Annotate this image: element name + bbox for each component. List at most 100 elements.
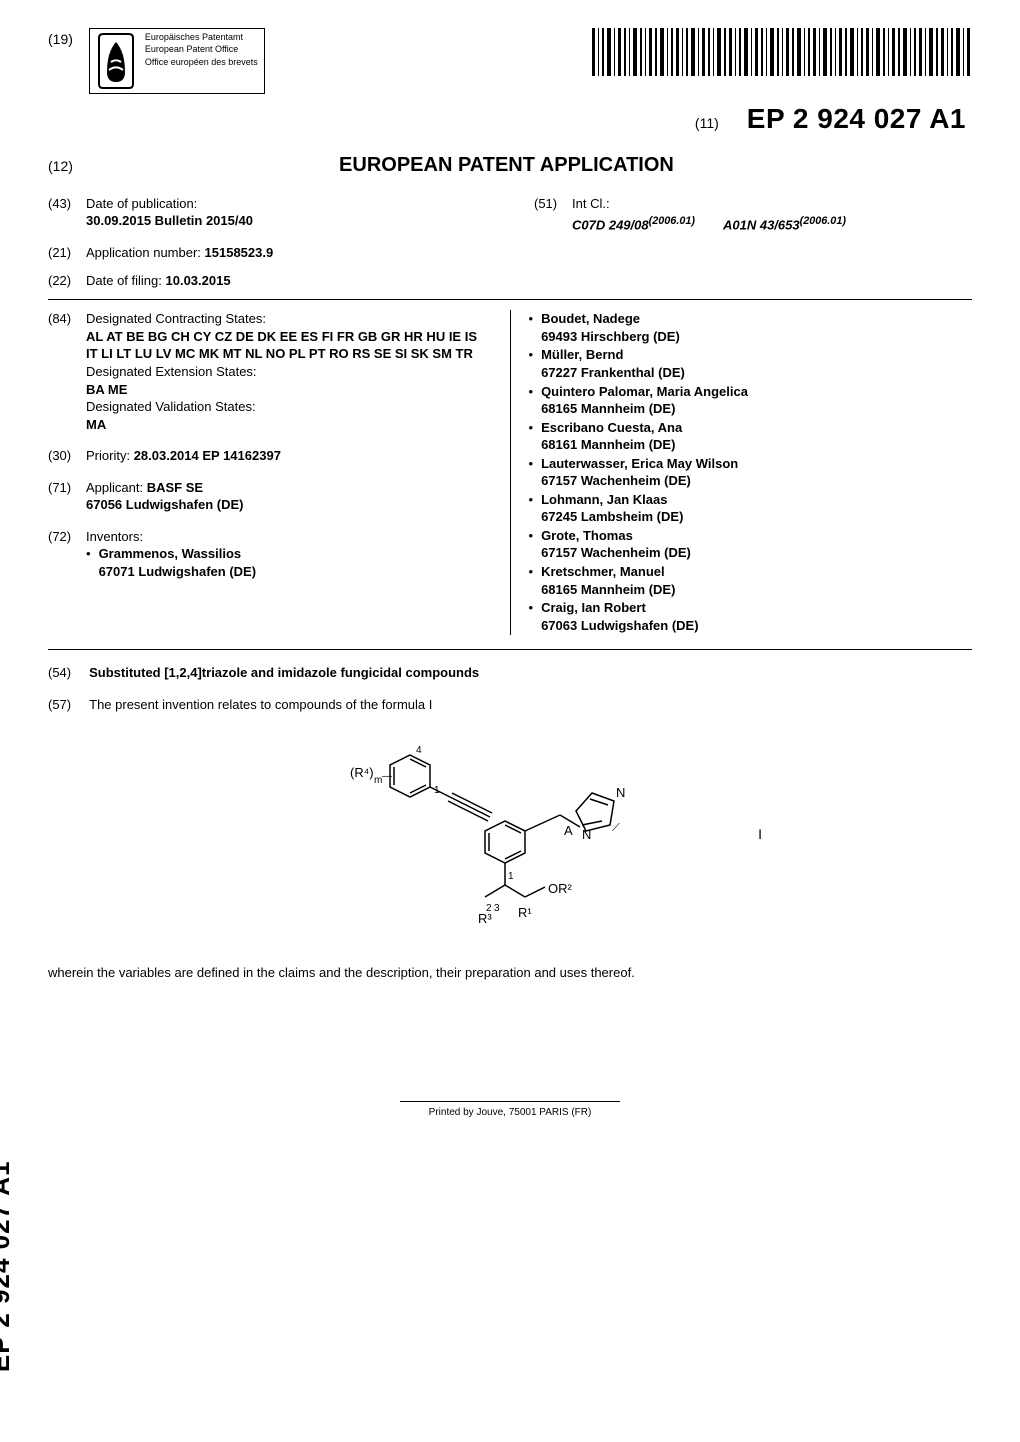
filing-value: 10.03.2015 — [166, 273, 231, 288]
atom-pos4: 4 — [416, 745, 422, 756]
inventor-name: Boudet, Nadege — [541, 310, 680, 328]
inventor-addr: 67157 Wachenheim (DE) — [541, 544, 691, 562]
inventor-name: Craig, Ian Robert — [541, 599, 698, 617]
dvs-label: Designated Validation States: — [86, 398, 492, 416]
app-num-label: Application number: — [86, 245, 201, 260]
inid-19: (19) — [48, 28, 73, 49]
atom-R1: R¹ — [518, 905, 532, 920]
ipc-code-0: C07D 249/08 — [572, 218, 649, 233]
rule-top — [48, 299, 972, 300]
filing-label: Date of filing: — [86, 273, 162, 288]
svg-text:⟋: ⟋ — [612, 822, 620, 834]
inventor-addr: 68165 Mannheim (DE) — [541, 400, 748, 418]
footer-rule — [400, 1101, 620, 1102]
inid-71: (71) — [48, 479, 80, 497]
atom-R4m: (R⁴) — [350, 765, 374, 780]
inventor-addr: 67157 Wachenheim (DE) — [541, 472, 738, 490]
inventor-item: Grammenos, Wassilios 67071 Ludwigshafen … — [86, 545, 256, 580]
inid-22: (22) — [48, 272, 80, 290]
applicant-name: BASF SE — [147, 480, 203, 495]
inid-12: (12) — [48, 157, 73, 176]
footer-printer: Printed by Jouve, 75001 PARIS (FR) — [48, 1106, 972, 1120]
abstract-text: The present invention relates to compoun… — [89, 696, 432, 714]
inventor-item: Craig, Ian Robert67063 Ludwigshafen (DE) — [529, 599, 973, 634]
inid-54: (54) — [48, 664, 71, 682]
dcs-label: Designated Contracting States: — [86, 310, 492, 328]
atom-pos1a: 1 — [434, 785, 440, 796]
publication-number: EP 2 924 027 A1 — [747, 100, 966, 138]
inventors-right-list: Boudet, Nadege69493 Hirschberg (DE) Müll… — [529, 310, 973, 634]
barcode-wrap — [592, 28, 972, 81]
meta-43-51: (43) Date of publication: 30.09.2015 Bul… — [48, 195, 972, 234]
epo-logo-block: Europäisches Patentamt European Patent O… — [89, 28, 265, 94]
des-label: Designated Extension States: — [86, 363, 492, 381]
atom-N1: N — [582, 827, 591, 842]
formula-label: I — [758, 825, 762, 844]
des-states: BA ME — [86, 381, 492, 399]
inventor-name: Grote, Thomas — [541, 527, 691, 545]
inventor-addr: 68161 Mannheim (DE) — [541, 436, 682, 454]
filing-date-block: (22) Date of filing: 10.03.2015 — [48, 272, 972, 290]
inventors-label: Inventors: — [86, 528, 256, 546]
application-number-block: (21) Application number: 15158523.9 — [48, 244, 972, 262]
inid-57: (57) — [48, 696, 71, 714]
atom-R3: R³ — [478, 911, 492, 926]
invention-title: Substituted [1,2,4]triazole and imidazol… — [89, 664, 479, 682]
applicant-addr: 67056 Ludwigshafen (DE) — [86, 497, 243, 512]
spine-publication-number: EP 2 924 027 A1 — [0, 1160, 18, 1372]
inventor-item: Kretschmer, Manuel68165 Mannheim (DE) — [529, 563, 973, 598]
ipc-ver-1: (2006.01) — [800, 215, 846, 227]
formula-wrap: (R⁴) m — 4 1 1 2 3 R³ R¹ OR² A N N ⟋ I — [48, 735, 972, 940]
inventor-addr: 69493 Hirschberg (DE) — [541, 328, 680, 346]
app-num-value: 15158523.9 — [205, 245, 274, 260]
inventor-addr: 67245 Lambsheim (DE) — [541, 508, 683, 526]
office-de: Europäisches Patentamt — [145, 32, 258, 42]
ipc-code-1: A01N 43/653 — [723, 218, 800, 233]
intcl-codes: C07D 249/08(2006.01) A01N 43/653(2006.01… — [572, 214, 846, 234]
inventor-addr: 68165 Mannheim (DE) — [541, 581, 675, 599]
inventor-name: Müller, Bernd — [541, 346, 685, 364]
inventor-addr: 67071 Ludwigshafen (DE) — [99, 563, 256, 581]
inid-72: (72) — [48, 528, 80, 546]
inid-30: (30) — [48, 447, 80, 465]
inid-84: (84) — [48, 310, 80, 328]
biblio-left: (84) Designated Contracting States: AL A… — [48, 310, 510, 635]
inventor-item: Boudet, Nadege69493 Hirschberg (DE) — [529, 310, 973, 345]
svg-text:—: — — [382, 771, 392, 782]
inventor-item: Quintero Palomar, Maria Angelica68165 Ma… — [529, 383, 973, 418]
atom-pos1b: 1 — [508, 871, 514, 882]
priority-label: Priority: — [86, 448, 130, 463]
inventor-name: Lohmann, Jan Klaas — [541, 491, 683, 509]
inventor-addr: 67227 Frankenthal (DE) — [541, 364, 685, 382]
inventors-left-list: Grammenos, Wassilios 67071 Ludwigshafen … — [86, 545, 256, 580]
inid-51: (51) — [534, 195, 566, 213]
inventor-name: Escribano Cuesta, Ana — [541, 419, 682, 437]
applicant-label: Applicant: — [86, 480, 143, 495]
ipc-ver-0: (2006.01) — [649, 215, 695, 227]
atom-A: A — [564, 823, 573, 838]
inventor-name: Quintero Palomar, Maria Angelica — [541, 383, 748, 401]
inventor-item: Grote, Thomas67157 Wachenheim (DE) — [529, 527, 973, 562]
wherein-text: wherein the variables are defined in the… — [48, 964, 972, 982]
atom-pos3: 3 — [494, 903, 500, 914]
document-type: EUROPEAN PATENT APPLICATION — [101, 152, 972, 179]
inventor-item: Müller, Bernd67227 Frankenthal (DE) — [529, 346, 973, 381]
inid-21: (21) — [48, 244, 80, 262]
atom-OR2: OR² — [548, 881, 573, 896]
publication-line: (11) EP 2 924 027 A1 — [48, 100, 972, 138]
intcl-label: Int Cl.: — [572, 195, 846, 213]
field-57: (57) The present invention relates to co… — [48, 696, 972, 714]
inid-11: (11) — [695, 114, 719, 133]
inventor-name: Kretschmer, Manuel — [541, 563, 675, 581]
inventor-item: Escribano Cuesta, Ana68161 Mannheim (DE) — [529, 419, 973, 454]
office-names: Europäisches Patentamt European Patent O… — [145, 32, 258, 69]
office-en: European Patent Office — [145, 44, 258, 54]
dcs-states: AL AT BE BG CH CY CZ DE DK EE ES FI FR G… — [86, 328, 492, 363]
inventor-addr: 67063 Ludwigshafen (DE) — [541, 617, 698, 635]
epo-logo-icon — [93, 32, 139, 90]
inventor-item: Lauterwasser, Erica May Wilson67157 Wach… — [529, 455, 973, 490]
inventor-name: Grammenos, Wassilios — [99, 545, 256, 563]
title-row: (12) EUROPEAN PATENT APPLICATION — [48, 152, 972, 179]
biblio-two-col: (84) Designated Contracting States: AL A… — [48, 310, 972, 650]
biblio-right: Boudet, Nadege69493 Hirschberg (DE) Müll… — [510, 310, 973, 635]
